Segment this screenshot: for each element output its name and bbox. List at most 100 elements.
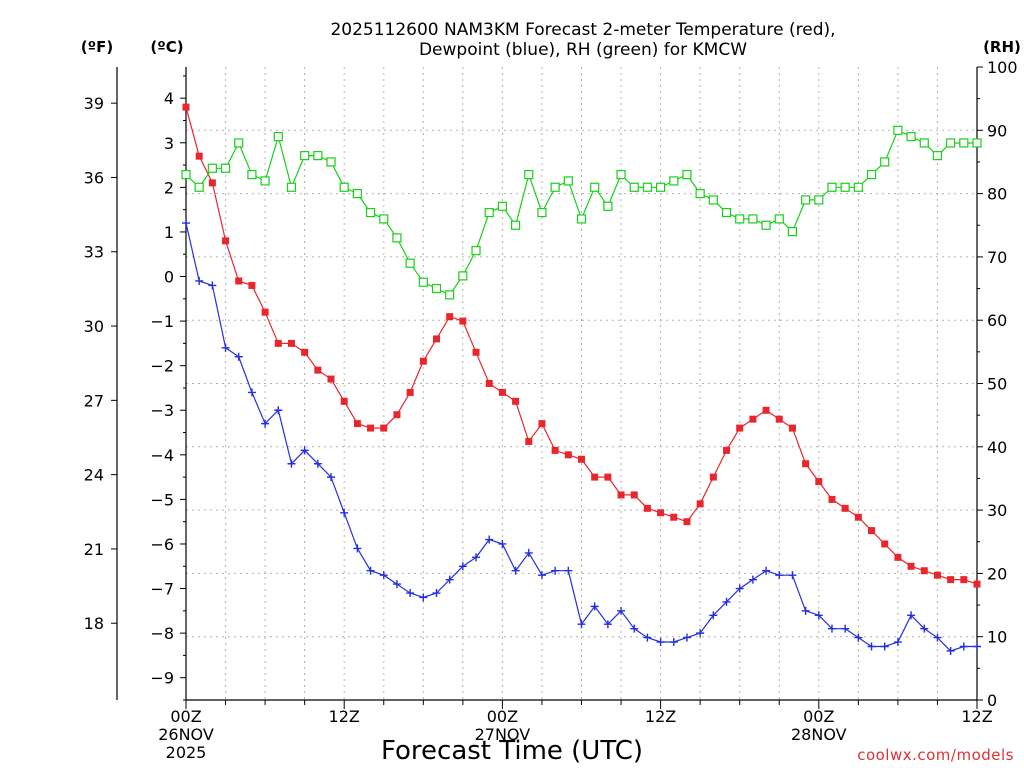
dewpoint-point [656, 638, 665, 647]
temperature-point [709, 473, 717, 481]
temperature-point [538, 420, 546, 428]
temperature-point [617, 491, 625, 499]
dewpoint-point [709, 611, 718, 620]
temperature-point [841, 504, 849, 512]
rh-point [405, 258, 415, 268]
temperature-point [393, 411, 401, 419]
temperature-point [419, 357, 427, 365]
rh-tick-label: 70 [987, 248, 1007, 267]
temperature-point [248, 281, 256, 289]
rh-point [959, 138, 969, 148]
celsius-unit-label: (ºC) [150, 38, 183, 56]
grid-lines [186, 67, 977, 700]
dewpoint-point [946, 646, 955, 655]
rh-point [207, 163, 217, 173]
temperature-point [406, 388, 414, 396]
rh-point [286, 182, 297, 192]
rh-point [550, 182, 560, 192]
fahrenheit-tick-label: 39 [84, 94, 104, 113]
celsius-tick-label: −3 [150, 401, 174, 420]
rh-point [576, 214, 587, 224]
dewpoint-point [419, 593, 428, 602]
temperature-point [960, 576, 968, 584]
dewpoint-point [537, 571, 546, 580]
rh-point [484, 207, 494, 218]
dewpoint-point [893, 638, 902, 647]
time-tick-label: 26NOV [158, 725, 214, 744]
rh-point [893, 125, 903, 135]
temperature-point [947, 576, 955, 584]
rh-tick-label: 50 [987, 375, 1007, 394]
temperature-point [498, 388, 506, 396]
dewpoint-point [287, 459, 296, 468]
temperature-point [868, 527, 876, 535]
rh-point [932, 151, 943, 161]
fahrenheit-tick-label: 36 [84, 168, 104, 187]
rh-point [840, 182, 850, 192]
temperature-point [643, 504, 651, 512]
temperature-point [459, 317, 467, 325]
rh-point [590, 182, 600, 192]
rh-point [721, 207, 732, 218]
dewpoint-point [630, 624, 639, 633]
dewpoint-point [379, 571, 388, 580]
rh-point [418, 277, 428, 287]
celsius-tick-label: −6 [150, 535, 174, 554]
dewpoint-point [762, 566, 771, 575]
rh-tick-label: 60 [987, 311, 1007, 330]
dewpoint-point [261, 419, 270, 428]
dewpoint-point [524, 548, 533, 557]
celsius-tick-label: 1 [164, 223, 174, 242]
celsius-tick-label: −9 [150, 669, 174, 688]
rh-point [563, 176, 573, 186]
rh-point [669, 176, 679, 186]
temperature-point [432, 335, 440, 343]
temperature-point [182, 103, 190, 111]
dewpoint-point [590, 602, 599, 611]
rh-point [339, 182, 349, 192]
rh-point [919, 138, 929, 148]
rh-tick-label: 30 [987, 501, 1007, 520]
rh-point [655, 182, 666, 192]
rh-tick-label: 10 [987, 628, 1007, 647]
time-tick-label: 00Z [170, 707, 201, 726]
celsius-tick-label: 3 [164, 134, 174, 153]
celsius-tick-label: −7 [150, 580, 174, 599]
dewpoint-point [458, 562, 467, 571]
dewpoint-point [854, 633, 863, 642]
rh-tick-label: 40 [987, 438, 1007, 457]
dewpoint-point [577, 620, 586, 629]
rh-point [735, 214, 745, 224]
temperature-point [485, 380, 493, 387]
dewpoint-point [907, 611, 916, 620]
rh-point [787, 226, 798, 237]
rh-point [761, 220, 771, 230]
rh-point [814, 195, 824, 205]
dewpoint-point [182, 219, 190, 228]
credit-text: coolwx.com/models [857, 746, 1014, 764]
temperature-point [340, 397, 348, 405]
temperature-point [933, 571, 941, 579]
temperature-point [854, 513, 862, 521]
temperature-point [525, 437, 533, 445]
rh-point [379, 214, 389, 224]
rh-point [273, 132, 283, 142]
series-group [181, 103, 982, 655]
temperature-point [657, 509, 665, 517]
rh-point [616, 170, 626, 180]
temperature-point [749, 415, 757, 423]
dewpoint-point [880, 642, 889, 651]
dewpoint-point [340, 508, 349, 517]
dewpoint-point [643, 633, 652, 642]
temperature-point [591, 473, 599, 481]
rh-point [603, 201, 613, 211]
celsius-tick-label: −1 [150, 312, 174, 331]
dewpoint-point [392, 580, 401, 589]
temperature-point [472, 348, 480, 356]
temperature-point [446, 313, 454, 321]
rh-point [300, 151, 310, 161]
temperature-point [973, 580, 981, 588]
dewpoint-point [353, 544, 362, 553]
fahrenheit-unit-label: (ºF) [81, 38, 113, 56]
temperature-point [564, 451, 572, 459]
